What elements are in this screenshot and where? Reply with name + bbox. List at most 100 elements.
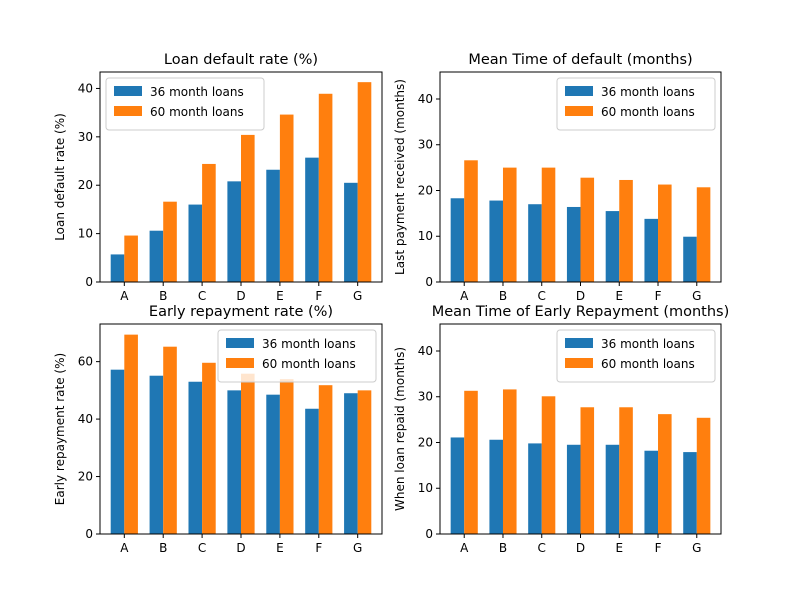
x-tick-label: G [353,541,362,555]
bar-series1-G [344,393,358,534]
legend-box [556,77,716,131]
x-tick-label: B [159,541,167,555]
legend: 36 month loans 60 month loans [105,77,265,131]
bar-series1-C [528,204,542,282]
bar-series2-C [541,396,556,534]
bar-series2-C [541,167,556,282]
x-tick-label: E [276,289,284,303]
y-tick-label: 30 [418,390,433,404]
x-tick-label: A [120,541,129,555]
x-tick-label: C [538,289,546,303]
bar-series1-E [266,394,280,534]
bar-series2-E [279,114,294,282]
x-tick-label: E [276,541,284,555]
chart-1: 0 10 20 30 40 A B C D E F G Loan default rate (%) Loa… [53,52,383,303]
bar-series1-F [305,157,319,282]
bar-series2-E [619,179,633,282]
y-tick-label: 40 [418,344,433,358]
x-tick-label: D [576,289,585,303]
y-axis-label: When loan repaid (months) [393,347,407,511]
bar-series2-D [580,407,595,534]
y-tick-label: 10 [418,481,433,495]
legend-label-2: 60 month loans [601,105,695,119]
bar-series1-F [644,450,659,534]
bar-series2-A [464,390,478,534]
y-tick-label: 20 [418,435,433,449]
bar-series1-E [605,211,620,282]
bar-series1-C [188,381,203,534]
legend-swatch-1 [114,86,142,96]
bar-series1-E [266,169,280,282]
chart-title: Mean Time of Early Repayment (months) [432,304,730,320]
chart-4: 0 10 20 30 40 A B C D E F G Mean Time of Early Repay… [393,304,729,555]
y-tick-label: 20 [418,183,433,197]
bar-series1-E [605,444,620,534]
bar-series2-D [580,177,595,282]
x-tick-label: C [198,541,206,555]
y-axis-label: Early repayment rate (%) [53,353,67,505]
x-tick-label: D [576,541,585,555]
legend-label-2: 60 month loans [601,357,695,371]
y-tick-label: 60 [78,355,93,369]
bar-series2-B [163,346,177,534]
bar-series1-B [149,230,164,282]
bar-series2-A [124,334,138,534]
bar-series1-D [227,181,241,282]
bar-series2-G [696,417,711,534]
bar-series1-D [566,206,581,282]
legend-label-1: 36 month loans [150,85,244,99]
bar-series1-C [188,204,203,282]
x-tick-label: G [692,541,701,555]
x-tick-label: A [460,541,469,555]
x-tick-label: C [198,289,206,303]
chart-title: Early repayment rate (%) [149,304,333,320]
legend: 36 month loans 60 month loans [217,329,377,383]
y-tick-label: 30 [418,138,433,152]
legend-label-2: 60 month loans [262,357,356,371]
chart-3: 0 20 40 60 A B C D E F G Early repayment rate (%) Ea… [53,304,383,555]
bar-series1-G [683,452,697,534]
bar-series2-D [241,373,255,534]
bar-series1-G [683,236,697,282]
x-tick-label: B [499,541,507,555]
x-tick-label: A [120,289,129,303]
bar-series1-D [227,390,241,534]
chart-title: Loan default rate (%) [164,52,318,68]
x-tick-label: F [655,289,662,303]
y-tick-label: 0 [425,275,433,289]
chart-title: Mean Time of default (months) [468,52,692,68]
y-tick-label: 10 [418,229,433,243]
bar-series1-A [450,198,465,282]
bar-series2-F [658,184,672,282]
y-tick-label: 0 [85,527,93,541]
legend-box [105,77,265,131]
legend: 36 month loans 60 month loans [556,329,716,383]
bar-series1-B [489,200,503,282]
x-tick-label: E [615,541,623,555]
y-tick-label: 0 [85,275,93,289]
bar-series2-B [502,167,517,282]
y-tick-label: 0 [425,527,433,541]
legend-swatch-1 [565,338,593,348]
x-tick-label: B [159,289,167,303]
legend-swatch-2 [226,358,254,368]
bar-series2-G [696,187,711,282]
legend-box [556,329,716,383]
bar-series2-F [318,385,333,534]
x-tick-label: F [315,289,322,303]
bar-series2-E [619,407,633,534]
bar-series2-F [658,414,672,534]
legend-swatch-2 [565,106,593,116]
chart-2: 0 10 20 30 40 A B C D E F G Mean Time of default (mo… [393,52,722,303]
y-tick-label: 40 [418,92,433,106]
x-tick-label: B [499,289,507,303]
legend-label-1: 36 month loans [262,337,356,351]
bar-series2-C [202,362,216,534]
bar-series2-A [464,160,478,282]
bar-series2-F [318,93,333,283]
bar-series1-A [450,437,465,534]
bar-series2-B [163,201,177,282]
legend-swatch-1 [565,86,593,96]
y-axis-label: Loan default rate (%) [53,113,67,241]
